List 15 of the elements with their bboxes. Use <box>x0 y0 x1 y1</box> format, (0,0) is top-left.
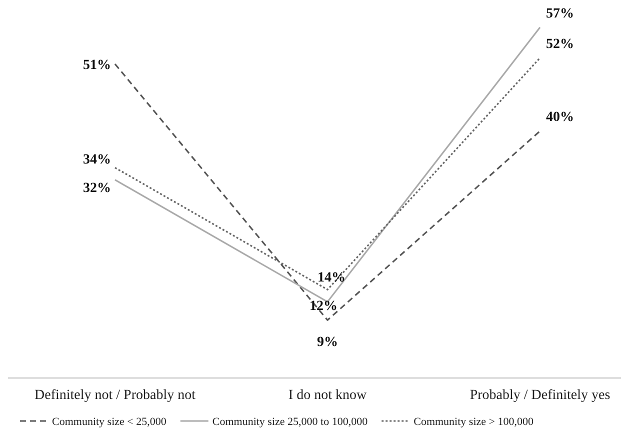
x-tick-label: Probably / Definitely yes <box>470 388 610 403</box>
data-label: 40% <box>546 110 574 126</box>
data-label: 32% <box>83 180 111 196</box>
legend-label: Community size < 25,000 <box>52 416 167 428</box>
x-tick-label: I do not know <box>288 388 368 403</box>
data-label: 12% <box>310 298 338 314</box>
legend-label: Community size > 100,000 <box>414 416 534 428</box>
data-label: 14% <box>318 270 346 286</box>
x-tick-label: Definitely not / Probably not <box>34 388 196 403</box>
legend-label: Community size 25,000 to 100,000 <box>212 416 368 428</box>
data-label: 52% <box>546 36 574 52</box>
data-label: 9% <box>317 335 338 350</box>
data-label: 34% <box>83 152 111 168</box>
data-label: 51% <box>83 58 111 73</box>
data-label: 57% <box>546 6 574 22</box>
